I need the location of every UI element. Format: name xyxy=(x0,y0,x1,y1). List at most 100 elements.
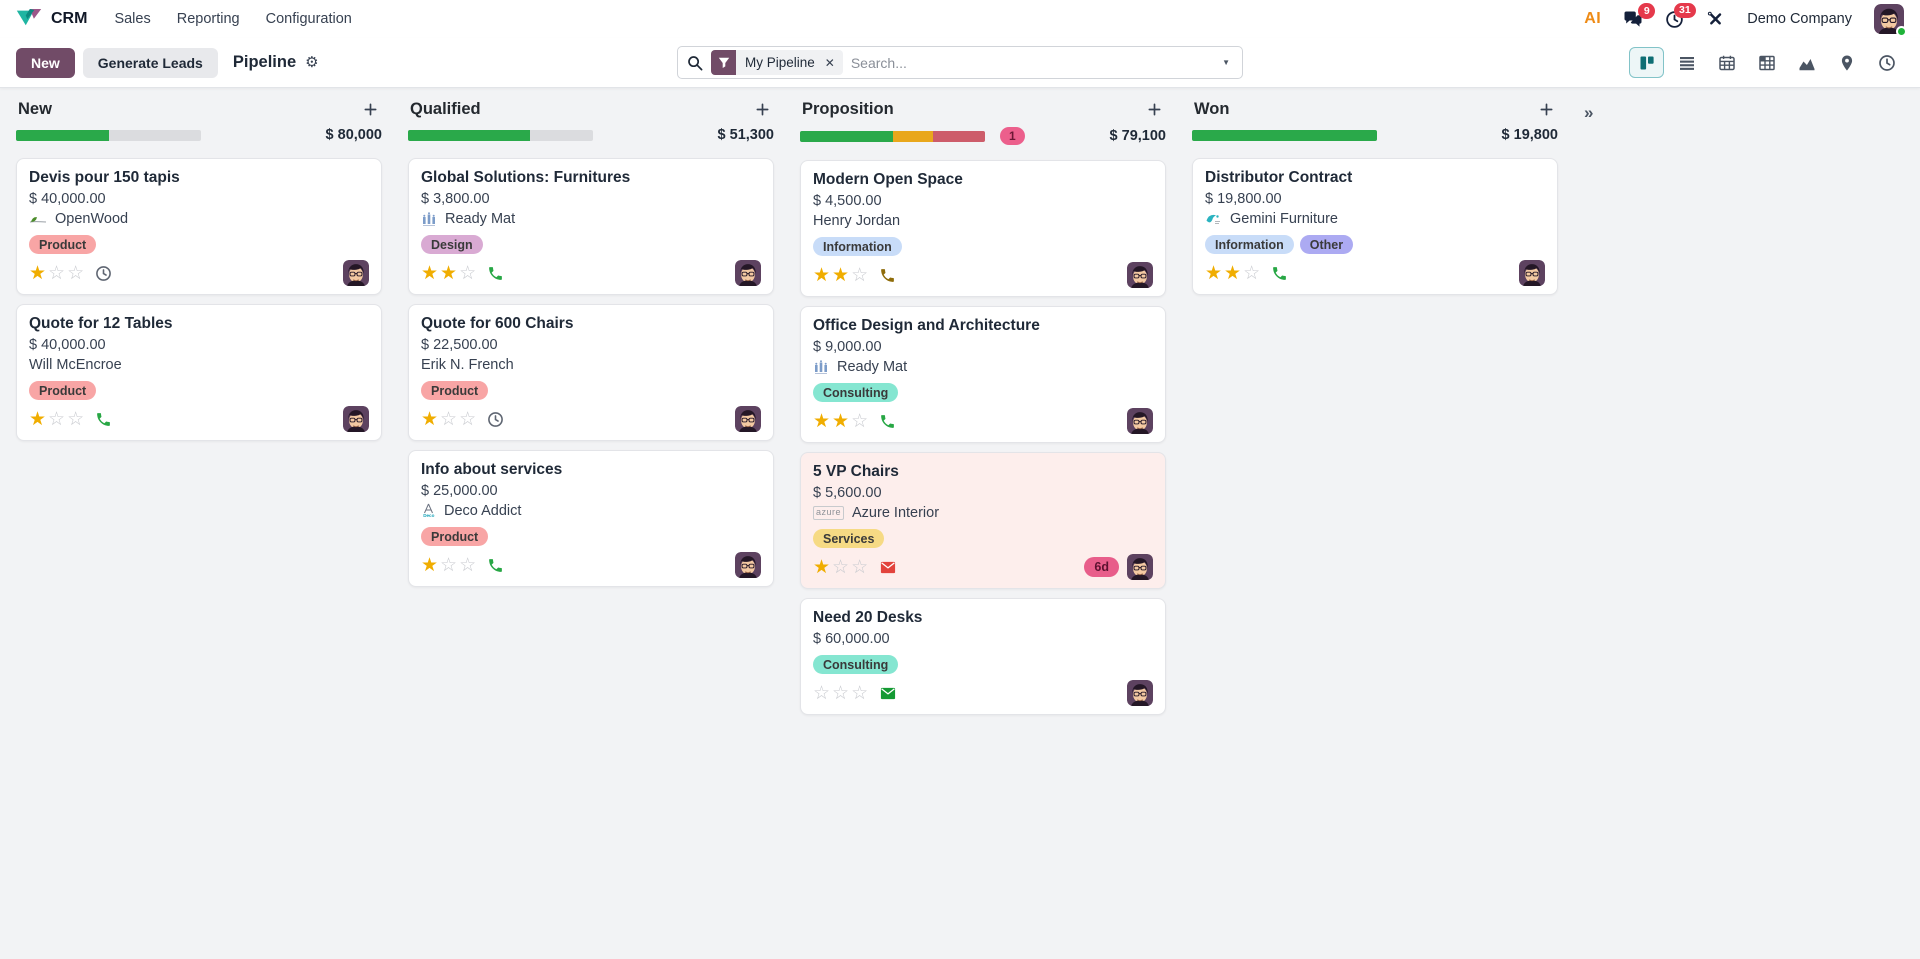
activity-clock-icon[interactable] xyxy=(487,411,504,428)
progress-segment-orange[interactable] xyxy=(892,130,934,142)
card-partner: Deco Addict xyxy=(444,503,522,519)
app-name: CRM xyxy=(51,10,88,27)
kanban-icon xyxy=(1640,56,1654,69)
generate-leads-button[interactable]: Generate Leads xyxy=(82,47,218,78)
quick-add-button[interactable] xyxy=(1537,100,1556,119)
card-amount: $ 19,800.00 xyxy=(1205,191,1282,207)
filter-icon xyxy=(711,50,736,75)
user-menu-avatar[interactable] xyxy=(1874,4,1907,37)
priority-stars[interactable] xyxy=(421,410,478,429)
app-switcher[interactable]: CRM xyxy=(16,8,87,31)
progress-segment-green[interactable] xyxy=(1192,129,1377,141)
kanban-card-overdue[interactable]: 5 VP Chairs $ 5,600.00 azure Azure Inter… xyxy=(800,452,1166,589)
column-progressbar[interactable] xyxy=(16,129,201,141)
priority-stars[interactable] xyxy=(29,410,86,429)
salesperson-avatar[interactable] xyxy=(1127,408,1153,434)
search-icon xyxy=(687,55,703,71)
column-progressbar[interactable] xyxy=(1192,129,1377,141)
systray: AI 9 31 xyxy=(1584,2,1907,37)
column-counter-badge[interactable]: 1 xyxy=(1000,127,1025,145)
quick-add-button[interactable] xyxy=(753,100,772,119)
quick-add-button[interactable] xyxy=(1145,100,1164,119)
kanban-card[interactable]: Devis pour 150 tapis $ 40,000.00 OpenWoo… xyxy=(16,158,382,295)
search-bar[interactable]: My Pipeline ✕ ▼ xyxy=(677,46,1243,79)
kanban-card[interactable]: Need 20 Desks $ 60,000.00 Consulting xyxy=(800,598,1166,715)
priority-stars[interactable] xyxy=(1205,264,1262,283)
salesperson-avatar[interactable] xyxy=(1519,260,1545,286)
company-switcher[interactable]: Demo Company xyxy=(1747,11,1852,27)
priority-stars[interactable] xyxy=(421,556,478,575)
menu-reporting[interactable]: Reporting xyxy=(176,11,240,27)
salesperson-avatar[interactable] xyxy=(1127,554,1153,580)
priority-stars[interactable] xyxy=(813,684,870,703)
activities-button[interactable]: 31 xyxy=(1665,2,1697,29)
new-button[interactable]: New xyxy=(16,47,75,78)
view-kanban-button[interactable] xyxy=(1629,47,1664,78)
column-title[interactable]: Qualified xyxy=(410,100,481,118)
activity-phone-icon[interactable] xyxy=(487,265,504,282)
tools-button[interactable] xyxy=(1706,10,1725,29)
priority-stars[interactable] xyxy=(813,412,870,431)
view-pivot-button[interactable] xyxy=(1749,47,1784,78)
column-title[interactable]: Proposition xyxy=(802,100,894,118)
activity-phone-icon[interactable] xyxy=(95,411,112,428)
fold-columns-icon[interactable]: » xyxy=(1584,103,1594,122)
salesperson-avatar[interactable] xyxy=(343,260,369,286)
messages-button[interactable]: 9 xyxy=(1623,3,1656,28)
salesperson-avatar[interactable] xyxy=(1127,680,1153,706)
kanban-card[interactable]: Quote for 12 Tables $ 40,000.00 Will McE… xyxy=(16,304,382,441)
gear-icon[interactable]: ⚙ xyxy=(305,54,319,71)
search-facet: My Pipeline ✕ xyxy=(711,50,843,75)
activity-phone-icon[interactable] xyxy=(1271,265,1288,282)
progress-segment-green[interactable] xyxy=(408,129,531,141)
activities-count-badge: 31 xyxy=(1673,2,1697,19)
activity-phone-icon[interactable] xyxy=(879,267,896,284)
priority-stars[interactable] xyxy=(813,266,870,285)
column-progressbar[interactable] xyxy=(408,129,593,141)
kanban-card[interactable]: Global Solutions: Furnitures $ 3,800.00 … xyxy=(408,158,774,295)
salesperson-avatar[interactable] xyxy=(1127,262,1153,288)
card-amount: $ 22,500.00 xyxy=(421,337,498,353)
activity-phone-icon[interactable] xyxy=(487,557,504,574)
card-title: Office Design and Architecture xyxy=(813,317,1040,334)
salesperson-avatar[interactable] xyxy=(735,260,761,286)
search-input[interactable] xyxy=(850,54,1212,71)
plus-icon xyxy=(363,102,378,117)
kanban-card[interactable]: Office Design and Architecture $ 9,000.0… xyxy=(800,306,1166,443)
priority-stars[interactable] xyxy=(421,264,478,283)
kanban-card[interactable]: Distributor Contract $ 19,800.00 Gemini … xyxy=(1192,158,1558,295)
priority-stars[interactable] xyxy=(813,558,870,577)
salesperson-avatar[interactable] xyxy=(343,406,369,432)
view-activity-button[interactable] xyxy=(1869,47,1904,78)
column-title[interactable]: Won xyxy=(1194,100,1230,118)
kanban-column-new: New $ 80,000 Devis pour 150 tapis $ 40,0… xyxy=(16,100,382,450)
facet-close-icon[interactable]: ✕ xyxy=(824,55,835,70)
search-dropdown-caret-icon[interactable]: ▼ xyxy=(1222,58,1230,67)
ready-mat-logo xyxy=(421,211,437,227)
ai-assistant-button[interactable]: AI xyxy=(1584,10,1602,27)
activity-mail-icon[interactable] xyxy=(879,685,897,702)
view-map-button[interactable] xyxy=(1829,47,1864,78)
salesperson-avatar[interactable] xyxy=(735,552,761,578)
kanban-card[interactable]: Modern Open Space $ 4,500.00 Henry Jorda… xyxy=(800,160,1166,297)
activity-phone-icon[interactable] xyxy=(879,413,896,430)
salesperson-avatar[interactable] xyxy=(735,406,761,432)
activity-clock-icon[interactable] xyxy=(95,265,112,282)
main-menu: Sales Reporting Configuration xyxy=(101,4,364,34)
progress-segment-green[interactable] xyxy=(800,130,893,142)
progress-segment-red[interactable] xyxy=(933,130,985,142)
activity-mail-icon[interactable] xyxy=(879,559,897,576)
kanban-card[interactable]: Info about services $ 25,000.00 Deco Dec… xyxy=(408,450,774,587)
view-list-button[interactable] xyxy=(1669,47,1704,78)
quick-add-button[interactable] xyxy=(361,100,380,119)
column-total: $ 80,000 xyxy=(325,127,382,143)
kanban-card[interactable]: Quote for 600 Chairs $ 22,500.00 Erik N.… xyxy=(408,304,774,441)
column-title[interactable]: New xyxy=(18,100,52,118)
progress-segment-green[interactable] xyxy=(16,129,109,141)
view-calendar-button[interactable] xyxy=(1709,47,1744,78)
menu-sales[interactable]: Sales xyxy=(114,11,151,27)
priority-stars[interactable] xyxy=(29,264,86,283)
column-progressbar[interactable] xyxy=(800,130,985,142)
view-graph-button[interactable] xyxy=(1789,47,1824,78)
menu-configuration[interactable]: Configuration xyxy=(265,11,352,27)
